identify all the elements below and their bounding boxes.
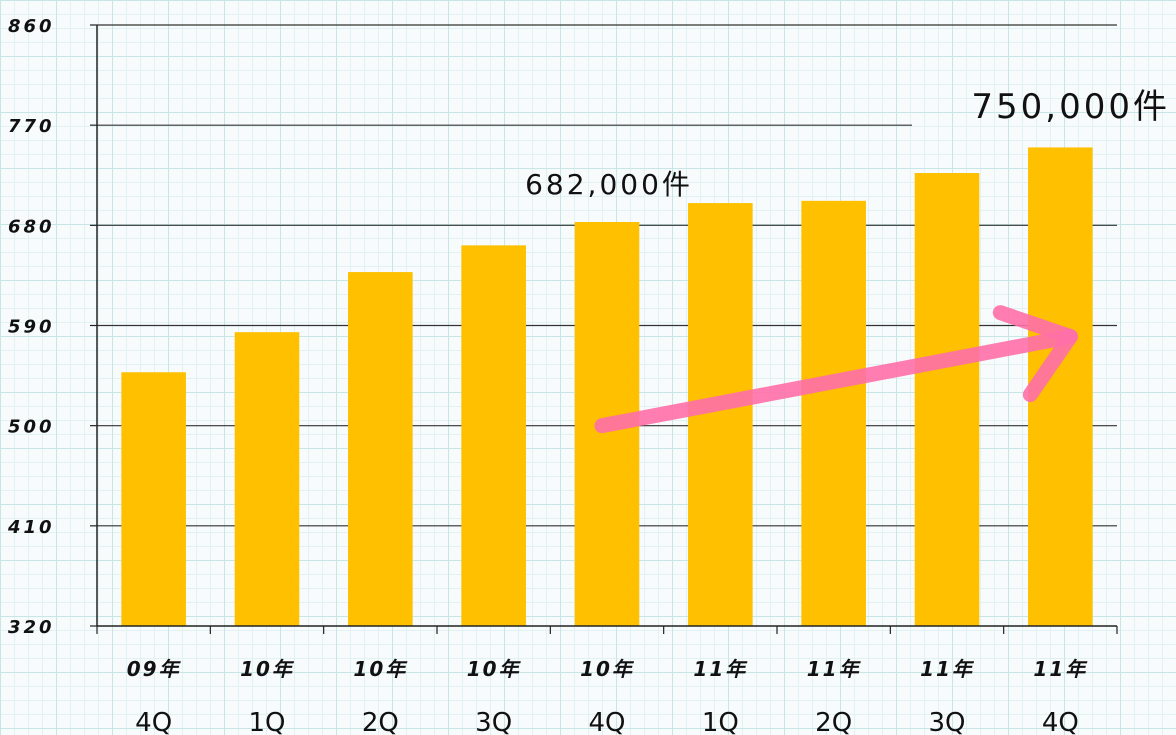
bar: [461, 245, 526, 626]
bar: [234, 332, 300, 626]
y-tick-label: 500: [8, 417, 55, 438]
bars: [121, 147, 1093, 627]
annotation-label: 682,000件: [525, 168, 693, 201]
x-category-year: 11年: [807, 657, 862, 681]
bar: [801, 200, 866, 626]
x-category-year: 11年: [693, 657, 748, 681]
annotations: 682,000件 750,000件: [525, 87, 1170, 201]
y-axis-ticks: 320 410 500 590 680 770 860: [7, 16, 97, 638]
trend-arrow-head-upper: [992, 305, 1078, 345]
axes: [96, 25, 1117, 627]
y-tick-label: 410: [7, 517, 55, 538]
x-category-quarter: 1Q: [248, 708, 285, 735]
x-category-year: 10年: [580, 657, 635, 681]
x-category-quarter: 2Q: [815, 708, 852, 735]
annotation-label: 750,000件: [971, 87, 1170, 127]
x-category-quarter: 4Q: [135, 708, 172, 735]
x-category-year: 11年: [920, 657, 975, 681]
y-tick-label: 590: [8, 317, 55, 338]
trend-arrow: [594, 305, 1078, 434]
y-tick-label: 680: [8, 216, 55, 237]
x-category-year: 10年: [240, 657, 295, 681]
x-category-year: 10年: [467, 657, 522, 681]
x-category-quarter: 4Q: [588, 708, 625, 735]
x-axis-categories: 09年 4Q 10年 1Q 10年 2Q 10年 3Q 10年 4Q 11年 1Q 11年 2Q 11年 3Q…: [96, 626, 1118, 735]
bar: [914, 173, 980, 626]
bar: [121, 372, 186, 626]
y-tick-label: 770: [8, 116, 55, 137]
x-category-quarter: 3Q: [475, 708, 512, 735]
x-category-quarter: 4Q: [1042, 708, 1079, 735]
x-category-year: 11年: [1033, 657, 1088, 681]
x-category-year: 09年: [127, 657, 182, 681]
x-category-quarter: 1Q: [702, 708, 739, 735]
x-category-quarter: 2Q: [362, 708, 399, 735]
bar: [348, 272, 413, 626]
trend-arrow-shaft: [594, 329, 1078, 434]
trend-arrow-head-lower: [1022, 329, 1078, 403]
y-tick-label: 860: [8, 16, 55, 37]
y-tick-label: 320: [8, 617, 55, 638]
x-category-quarter: 3Q: [928, 708, 965, 735]
x-category-year: 10年: [353, 657, 408, 681]
